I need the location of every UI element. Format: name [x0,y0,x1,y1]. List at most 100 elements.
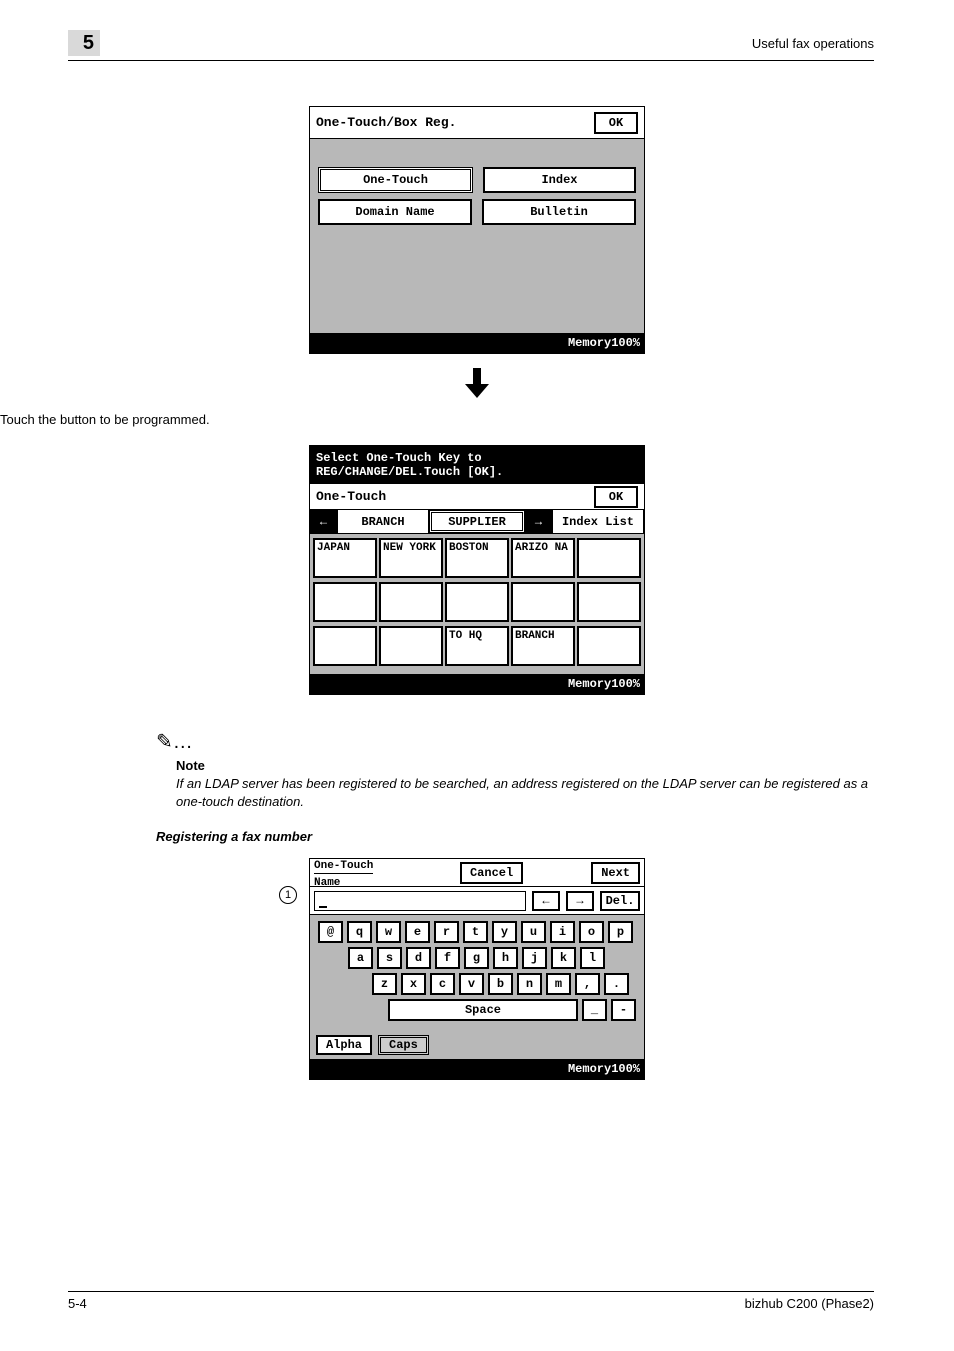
grid-cell[interactable] [577,626,641,666]
key-q[interactable]: q [347,921,372,943]
panel2-subtitle: One-Touch [316,489,386,504]
key-t[interactable]: t [463,921,488,943]
key-g[interactable]: g [464,947,489,969]
header-right: Useful fax operations [752,36,874,51]
panel1-memory: Memory100% [310,333,644,353]
subheading: Registering a fax number [156,829,874,844]
panel2-message: Select One-Touch Key to REG/CHANGE/DEL.T… [310,446,644,484]
grid-cell[interactable] [511,582,575,622]
ok-button[interactable]: OK [594,112,638,134]
alpha-button[interactable]: Alpha [316,1035,372,1055]
grid-cell[interactable] [577,538,641,578]
caps-button[interactable]: Caps [378,1035,429,1055]
panel3-mode-row: Alpha Caps [310,1031,644,1059]
key-z[interactable]: z [372,973,397,995]
panel3-label-1: One-Touch [314,861,373,874]
index-button[interactable]: Index [483,167,636,193]
grid-cell[interactable]: BRANCH [511,626,575,666]
key-u[interactable]: u [521,921,546,943]
key-e[interactable]: e [405,921,430,943]
instruction-text: Touch the button to be programmed. [0,412,954,427]
arrow-right-button[interactable]: → [566,891,594,911]
del-button[interactable]: Del. [600,891,640,911]
panel3-header: One-Touch Name Cancel Next [310,859,644,887]
key-s[interactable]: s [377,947,402,969]
space-key[interactable]: Space [388,999,578,1021]
note-label: Note [176,758,874,773]
grid-cell[interactable]: NEW YORK [379,538,443,578]
panel2-ok-button[interactable]: OK [594,486,638,508]
grid-cell[interactable] [577,582,641,622]
key-.[interactable]: . [604,973,629,995]
grid-cell[interactable] [445,582,509,622]
key-r[interactable]: r [434,921,459,943]
lcd-panel-2: Select One-Touch Key to REG/CHANGE/DEL.T… [309,445,645,695]
grid-cell[interactable] [313,582,377,622]
panel1-titlebar: One-Touch/Box Reg. OK [310,107,644,139]
note-block: ✎… Note If an LDAP server has been regis… [156,729,874,844]
panel1-title: One-Touch/Box Reg. [316,115,590,130]
hyphen-key[interactable]: - [611,999,636,1021]
cancel-button[interactable]: Cancel [460,862,523,884]
panel3-label-2: Name [314,877,340,889]
chapter-number-box: 5 [68,30,100,56]
key-,[interactable]: , [575,973,600,995]
key-a[interactable]: a [348,947,373,969]
tab-arrow-right[interactable]: → [525,510,553,533]
tab-branch[interactable]: BRANCH [338,510,429,533]
key-l[interactable]: l [580,947,605,969]
key-c[interactable]: c [430,973,455,995]
panel2-tabs: ← BRANCH SUPPLIER → Index List [310,510,644,534]
key-d[interactable]: d [406,947,431,969]
panel2-memory: Memory100% [310,674,644,694]
panel2-msg-line2: REG/CHANGE/DEL.Touch [OK]. [316,465,638,479]
next-button[interactable]: Next [591,862,640,884]
panel3-memory: Memory100% [310,1059,644,1079]
key-i[interactable]: i [550,921,575,943]
domain-name-button[interactable]: Domain Name [318,199,472,225]
underscore-key[interactable]: _ [582,999,607,1021]
key-y[interactable]: y [492,921,517,943]
one-touch-button[interactable]: One-Touch [318,167,473,193]
grid-cell[interactable]: ARIZO NA [511,538,575,578]
key-p[interactable]: p [608,921,633,943]
page-footer: 5-4 bizhub C200 (Phase2) [68,1291,874,1311]
grid-cell[interactable] [313,626,377,666]
panel2-subtitle-bar: One-Touch OK [310,484,644,510]
callout-1: 1 [279,886,297,904]
grid-cell[interactable] [379,626,443,666]
panel2-msg-line1: Select One-Touch Key to [316,451,638,465]
note-text: If an LDAP server has been registered to… [176,775,874,811]
key-f[interactable]: f [435,947,460,969]
grid-cell[interactable]: BOSTON [445,538,509,578]
tab-index-list[interactable]: Index List [553,510,644,533]
key-w[interactable]: w [376,921,401,943]
key-h[interactable]: h [493,947,518,969]
key-k[interactable]: k [551,947,576,969]
grid-cell[interactable]: TO HQ [445,626,509,666]
arrow-left-button[interactable]: ← [532,891,560,911]
lcd-panel-1: One-Touch/Box Reg. OK One-Touch Index Do… [309,106,645,354]
grid-cell[interactable]: JAPAN [313,538,377,578]
panel2-grid: JAPAN NEW YORK BOSTON ARIZO NA TO HQ BRA… [310,534,644,674]
footer-right: bizhub C200 (Phase2) [745,1296,874,1311]
name-input[interactable] [314,891,526,911]
key-b[interactable]: b [488,973,513,995]
key-x[interactable]: x [401,973,426,995]
tab-supplier[interactable]: SUPPLIER [429,510,525,533]
key-n[interactable]: n [517,973,542,995]
key-j[interactable]: j [522,947,547,969]
header-rule [68,60,874,61]
panel3-input-row: ← → Del. [310,887,644,915]
key-@[interactable]: @ [318,921,343,943]
grid-cell[interactable] [379,582,443,622]
keyboard: @qwertyuiop asdfghjkl zxcvbnm,. Space _ … [310,915,644,1031]
footer-left: 5-4 [68,1296,87,1311]
key-o[interactable]: o [579,921,604,943]
arrow-down-icon [465,368,489,402]
bulletin-button[interactable]: Bulletin [482,199,636,225]
key-v[interactable]: v [459,973,484,995]
key-m[interactable]: m [546,973,571,995]
panel3-wrapper: 1 2 One-Touch Name Cancel Next ← → Del. … [309,858,645,1080]
tab-arrow-left[interactable]: ← [310,510,338,533]
